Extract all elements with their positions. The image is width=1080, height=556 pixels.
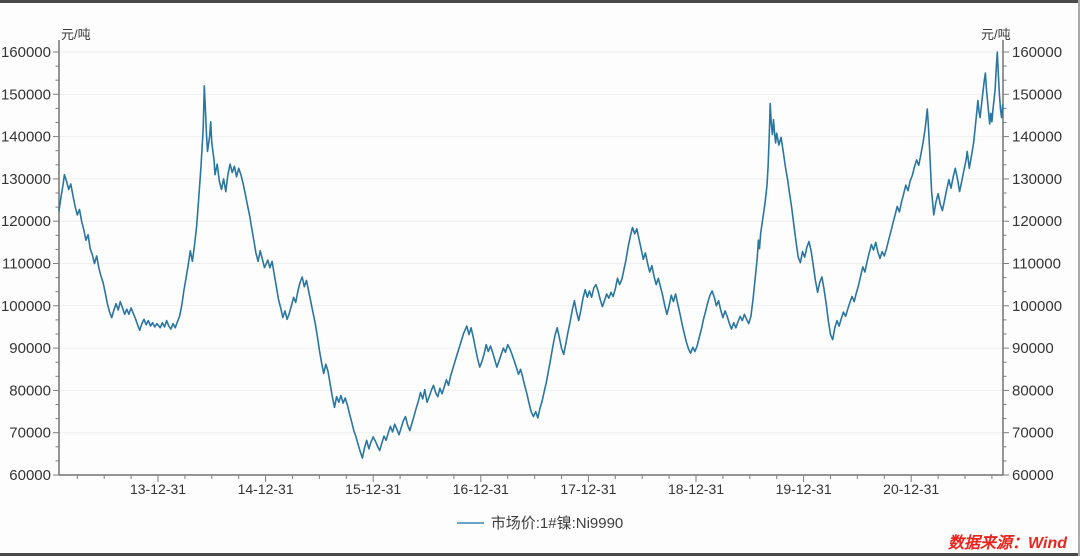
x-axis-label: 20-12-31 bbox=[883, 481, 939, 497]
x-axis-label: 13-12-31 bbox=[130, 481, 186, 497]
y-axis-label-right: 120000 bbox=[1012, 213, 1062, 230]
y-axis-label-left: 100000 bbox=[1, 298, 51, 315]
y-axis-label-right: 140000 bbox=[1012, 129, 1062, 146]
y-axis-label-left: 80000 bbox=[9, 382, 51, 399]
y-axis-unit-right: 元/吨 bbox=[981, 27, 1011, 42]
y-axis-label-right: 150000 bbox=[1012, 86, 1062, 103]
y-axis-label-right: 60000 bbox=[1012, 467, 1054, 484]
x-axis-label: 19-12-31 bbox=[776, 481, 832, 497]
x-axis-label: 17-12-31 bbox=[560, 481, 616, 497]
y-axis-label-left: 120000 bbox=[1, 213, 51, 230]
legend-label: 市场价:1#镍:Ni9990 bbox=[490, 515, 624, 532]
legend-line-swatch bbox=[456, 521, 484, 524]
bottom-border bbox=[0, 553, 1080, 556]
y-axis-label-left: 160000 bbox=[1, 44, 51, 61]
x-axis-label: 18-12-31 bbox=[668, 481, 724, 497]
y-axis-label-left: 150000 bbox=[1, 86, 51, 103]
y-axis-label-right: 100000 bbox=[1012, 298, 1062, 315]
data-source-note: 数据来源：Wind bbox=[948, 535, 1067, 552]
y-axis-label-left: 70000 bbox=[9, 425, 51, 442]
x-axis-label: 16-12-31 bbox=[453, 481, 509, 497]
x-axis-label: 15-12-31 bbox=[345, 481, 401, 497]
y-axis-label-right: 90000 bbox=[1012, 340, 1054, 357]
y-axis-label-left: 110000 bbox=[2, 256, 51, 273]
y-axis-label-left: 140000 bbox=[1, 129, 51, 146]
y-axis-label-right: 70000 bbox=[1012, 425, 1054, 442]
y-axis-label-left: 60000 bbox=[9, 467, 51, 484]
x-axis-label: 14-12-31 bbox=[238, 481, 294, 497]
legend: 市场价:1#镍:Ni9990 bbox=[0, 512, 1080, 533]
y-axis-label-right: 160000 bbox=[1012, 44, 1062, 61]
y-axis-unit-left: 元/吨 bbox=[61, 27, 91, 42]
top-border bbox=[0, 0, 1080, 3]
y-axis-label-right: 80000 bbox=[1012, 382, 1054, 399]
price-line-series bbox=[58, 51, 1004, 459]
y-axis-label-left: 90000 bbox=[9, 340, 51, 357]
y-axis-label-right: 110000 bbox=[1012, 256, 1061, 273]
right-border bbox=[1078, 0, 1080, 556]
y-axis-label-left: 130000 bbox=[1, 171, 51, 188]
y-axis-label-right: 130000 bbox=[1012, 171, 1062, 188]
